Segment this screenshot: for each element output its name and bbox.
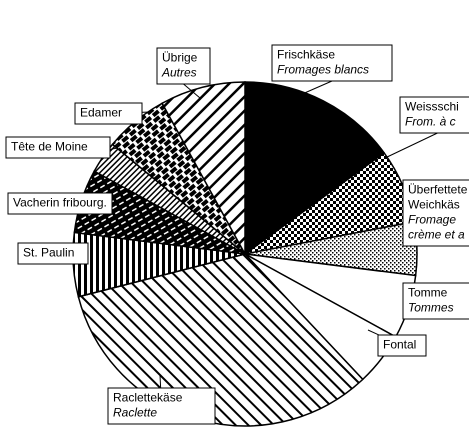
slice-label: St. Paulin: [23, 246, 74, 260]
slice-label: Fromage: [408, 213, 456, 227]
slice-label: Raclette: [113, 406, 157, 420]
slice-label: Überfettete: [408, 183, 468, 197]
pie-slice: [161, 81, 246, 255]
leader-line: [183, 83, 201, 99]
label-box: [7, 192, 113, 215]
slice-label: Übrige: [162, 51, 198, 65]
label-box: [156, 47, 211, 85]
slice-label: Frischkäse: [277, 48, 335, 62]
label-box: [402, 282, 469, 320]
label-box: [74, 102, 143, 125]
slice-label: Tomme: [408, 286, 448, 300]
label-box: [17, 242, 89, 265]
slice-label: Fontal: [383, 338, 416, 352]
slice-label: Edamer: [80, 106, 122, 120]
slice-label: Fromages blancs: [277, 63, 369, 77]
label-box: [377, 334, 427, 357]
slice-label: Raclettekäse: [113, 391, 183, 405]
pie-slice: [244, 81, 386, 256]
leader-line: [384, 132, 438, 159]
slice-label: Tête de Moine: [11, 140, 88, 154]
slice-label: crème et a: [408, 228, 465, 242]
label-box: [402, 179, 469, 247]
label-box: [107, 387, 216, 425]
slice-label: Tommes: [408, 301, 454, 315]
slice-label: From. à c: [405, 115, 456, 129]
leader-line: [299, 80, 333, 96]
label-box: [271, 44, 393, 82]
label-box: [399, 96, 469, 134]
slice-label: Weissschi: [405, 100, 459, 114]
slice-label: Vacherin fribourg.: [13, 196, 107, 210]
slice-label: Autres: [161, 66, 197, 80]
label-box: [5, 136, 111, 159]
slice-label: Weichkäs: [408, 198, 460, 212]
